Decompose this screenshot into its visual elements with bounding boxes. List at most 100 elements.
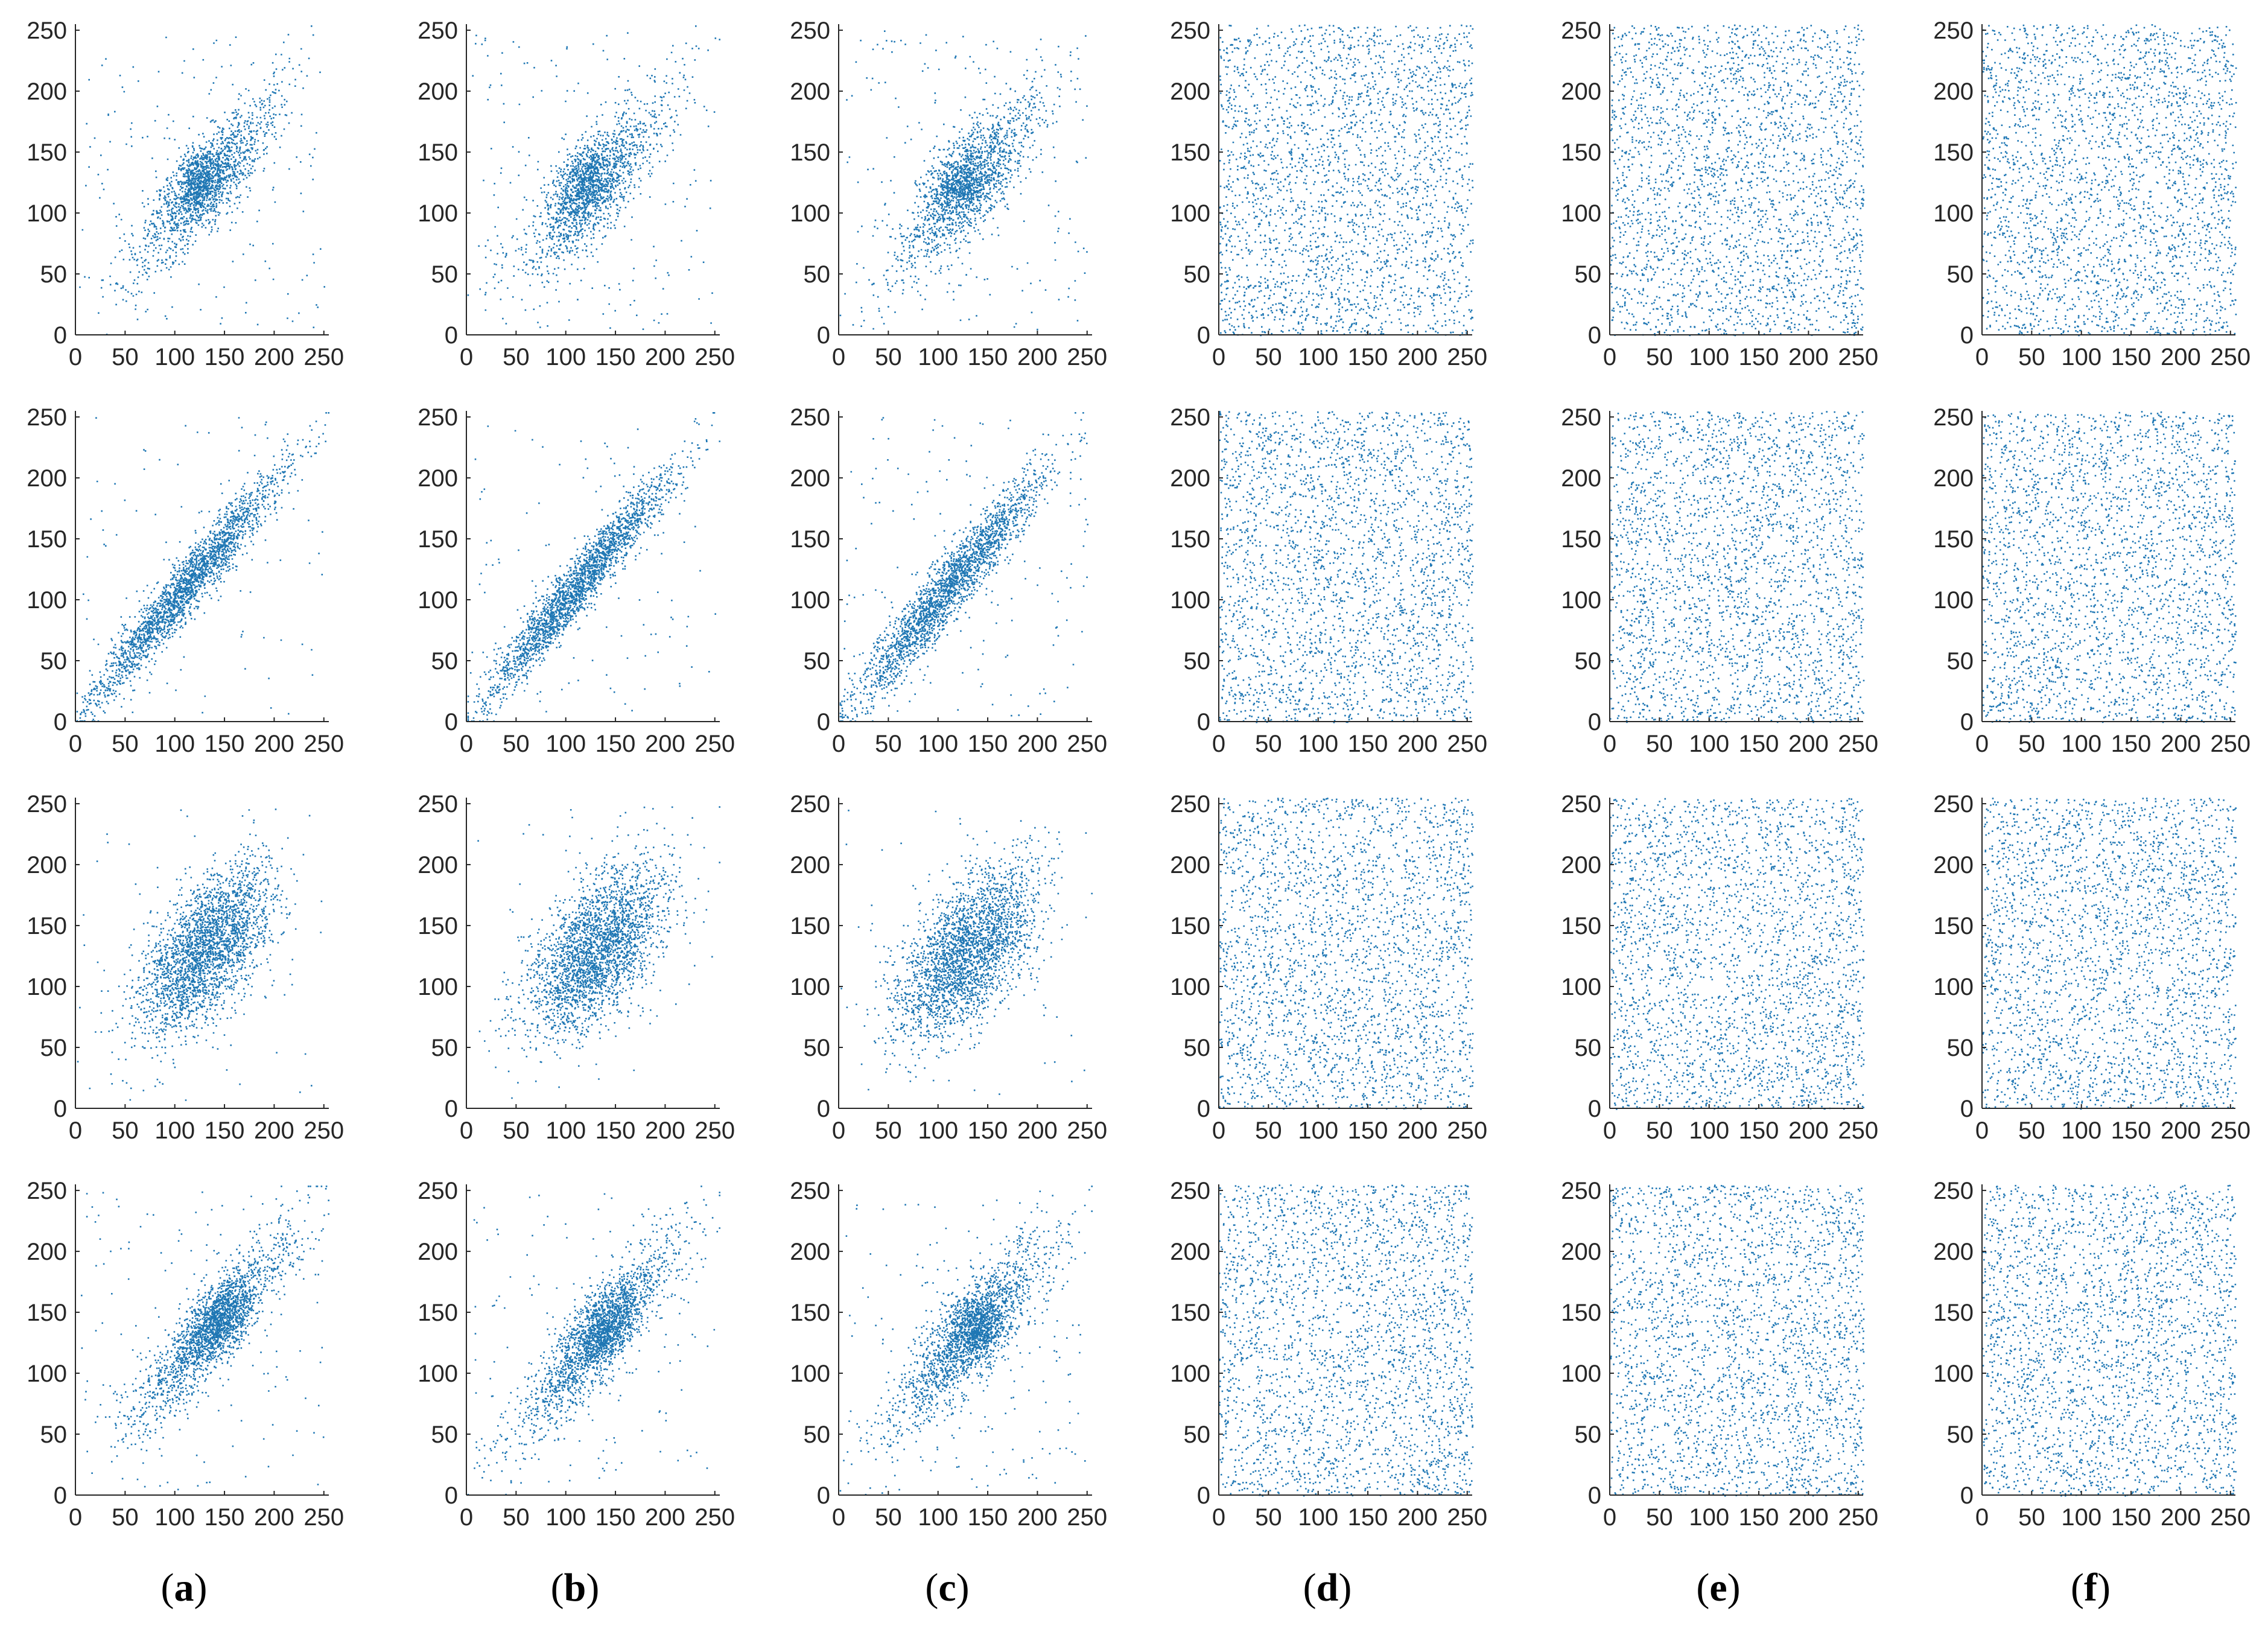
y-tick-label: 200	[1933, 78, 1974, 105]
x-tick-label: 0	[460, 1504, 473, 1531]
x-tick-label: 0	[1603, 1117, 1616, 1144]
data-points	[1219, 411, 1474, 723]
y-tick-label: 200	[790, 1239, 830, 1265]
y-tick-label: 250	[1561, 404, 1601, 431]
x-tick-label: 200	[2161, 344, 2201, 370]
column-label-c: (c)	[925, 1566, 969, 1610]
open-paren: (	[925, 1566, 938, 1610]
scatter-panel-r3-a: 0 50 100 150 200 250 0 50 100 150 200 250	[27, 791, 344, 1144]
y-tick-label: 100	[27, 587, 67, 614]
y-tick-label: 250	[418, 404, 458, 431]
x-tick-label: 50	[2018, 1117, 2045, 1144]
x-tick-label: 250	[1067, 731, 1107, 757]
y-tick-label: 200	[1170, 465, 1210, 492]
scatter-panel-r4-b: 0 50 100 150 200 250 0 50 100 150 200 250	[418, 1178, 735, 1531]
x-tick-label: 100	[545, 344, 586, 370]
x-tick-label: 200	[645, 731, 685, 757]
x-tick-label: 0	[832, 1504, 845, 1531]
label-letter: d	[1317, 1566, 1339, 1610]
x-tick-label: 150	[596, 1117, 636, 1144]
y-tick-label: 200	[418, 852, 458, 878]
y-tick-label: 150	[1561, 139, 1601, 166]
close-paren: )	[1338, 1566, 1352, 1610]
scatter-panel-r1-b: 0 50 100 150 200 250 0 50 100 150 200 250	[418, 17, 735, 370]
scatter-panel-r1-c: 0 50 100 150 200 250 0 50 100 150 200 250	[790, 17, 1107, 370]
y-tick-label: 250	[1933, 17, 1974, 44]
x-tick-label: 50	[1255, 344, 1282, 370]
x-tick-label: 0	[1212, 731, 1225, 757]
y-tick-label: 250	[1170, 1178, 1210, 1204]
x-tick-label: 100	[918, 1504, 958, 1531]
x-tick-label: 150	[2111, 1504, 2152, 1531]
x-tick-label: 100	[1689, 344, 1729, 370]
y-tick-label: 200	[1561, 465, 1601, 492]
x-tick-label: 200	[645, 1504, 685, 1531]
x-tick-label: 250	[303, 1504, 344, 1531]
data-points	[467, 1186, 720, 1496]
x-tick-label: 150	[596, 344, 636, 370]
x-tick-label: 200	[1397, 1117, 1438, 1144]
x-tick-label: 0	[460, 1117, 473, 1144]
y-tick-label: 0	[1197, 709, 1210, 735]
x-tick-label: 0	[69, 1504, 82, 1531]
y-tick-label: 250	[790, 791, 830, 818]
y-tick-label: 100	[1170, 974, 1210, 1000]
x-tick-label: 200	[2161, 1504, 2201, 1531]
y-tick-label: 250	[27, 17, 67, 44]
y-tick-label: 0	[1960, 1096, 1974, 1122]
scatter-panel-r2-d: 0 50 100 150 200 250 0 50 100 150 200 250	[1170, 404, 1487, 757]
y-tick-label: 200	[1170, 78, 1210, 105]
column-label-a: (a)	[161, 1566, 208, 1610]
scatter-panels: 0 50 100 150 200 250 0 50 100 150 200 250 0 50 100 150 2…	[27, 17, 2251, 1531]
y-tick-label: 150	[1933, 526, 1974, 553]
data-points	[839, 412, 1088, 722]
y-tick-label: 0	[1588, 322, 1601, 349]
scatter-panel-r4-f: 0 50 100 150 200 250 0 50 100 150 200 250	[1933, 1178, 2251, 1531]
x-tick-label: 250	[2210, 1117, 2251, 1144]
column-label-b: (b)	[551, 1566, 600, 1610]
y-tick-label: 200	[1933, 852, 1974, 878]
y-tick-label: 0	[1960, 1482, 1974, 1509]
y-tick-label: 150	[27, 139, 67, 166]
scatter-panel-r3-d: 0 50 100 150 200 250 0 50 100 150 200 250	[1170, 791, 1487, 1144]
scatter-panel-r2-a: 0 50 100 150 200 250 0 50 100 150 200 250	[27, 404, 344, 757]
close-paren: )	[956, 1566, 970, 1610]
y-tick-label: 150	[790, 526, 830, 553]
x-tick-label: 200	[1397, 1504, 1438, 1531]
y-tick-label: 100	[790, 1361, 830, 1387]
x-tick-label: 150	[1739, 344, 1779, 370]
y-tick-label: 100	[27, 200, 67, 227]
x-tick-label: 50	[875, 1504, 902, 1531]
x-tick-label: 50	[2018, 1504, 2045, 1531]
y-tick-label: 150	[1933, 1300, 1974, 1326]
y-tick-label: 200	[1170, 1239, 1210, 1265]
x-tick-label: 150	[1739, 1117, 1779, 1144]
x-tick-label: 50	[875, 731, 902, 757]
x-tick-label: 250	[303, 344, 344, 370]
x-tick-label: 100	[545, 1504, 586, 1531]
x-tick-label: 50	[1255, 1117, 1282, 1144]
close-paren: )	[194, 1566, 208, 1610]
x-tick-label: 100	[2061, 1117, 2101, 1144]
y-tick-label: 200	[1933, 465, 1974, 492]
y-tick-label: 50	[1575, 261, 1602, 288]
x-tick-label: 200	[254, 731, 294, 757]
x-tick-label: 150	[205, 731, 245, 757]
y-tick-label: 50	[1575, 648, 1602, 675]
y-tick-label: 150	[1561, 1300, 1601, 1326]
x-tick-label: 250	[1838, 1504, 1878, 1531]
scatter-panel-r4-c: 0 50 100 150 200 250 0 50 100 150 200 250	[790, 1178, 1107, 1531]
x-tick-label: 200	[1397, 731, 1438, 757]
scatter-panel-r3-b: 0 50 100 150 200 250 0 50 100 150 200 250	[418, 791, 735, 1144]
y-tick-label: 50	[431, 261, 459, 288]
y-tick-label: 50	[40, 261, 68, 288]
x-tick-label: 100	[2061, 1504, 2101, 1531]
x-tick-label: 250	[303, 1117, 344, 1144]
x-tick-label: 150	[2111, 731, 2152, 757]
y-tick-label: 50	[1184, 1035, 1211, 1061]
y-tick-label: 200	[1933, 1239, 1974, 1265]
y-tick-label: 150	[790, 913, 830, 939]
y-tick-label: 0	[445, 1096, 458, 1122]
x-tick-label: 200	[1017, 1504, 1058, 1531]
y-tick-label: 250	[418, 1178, 458, 1204]
